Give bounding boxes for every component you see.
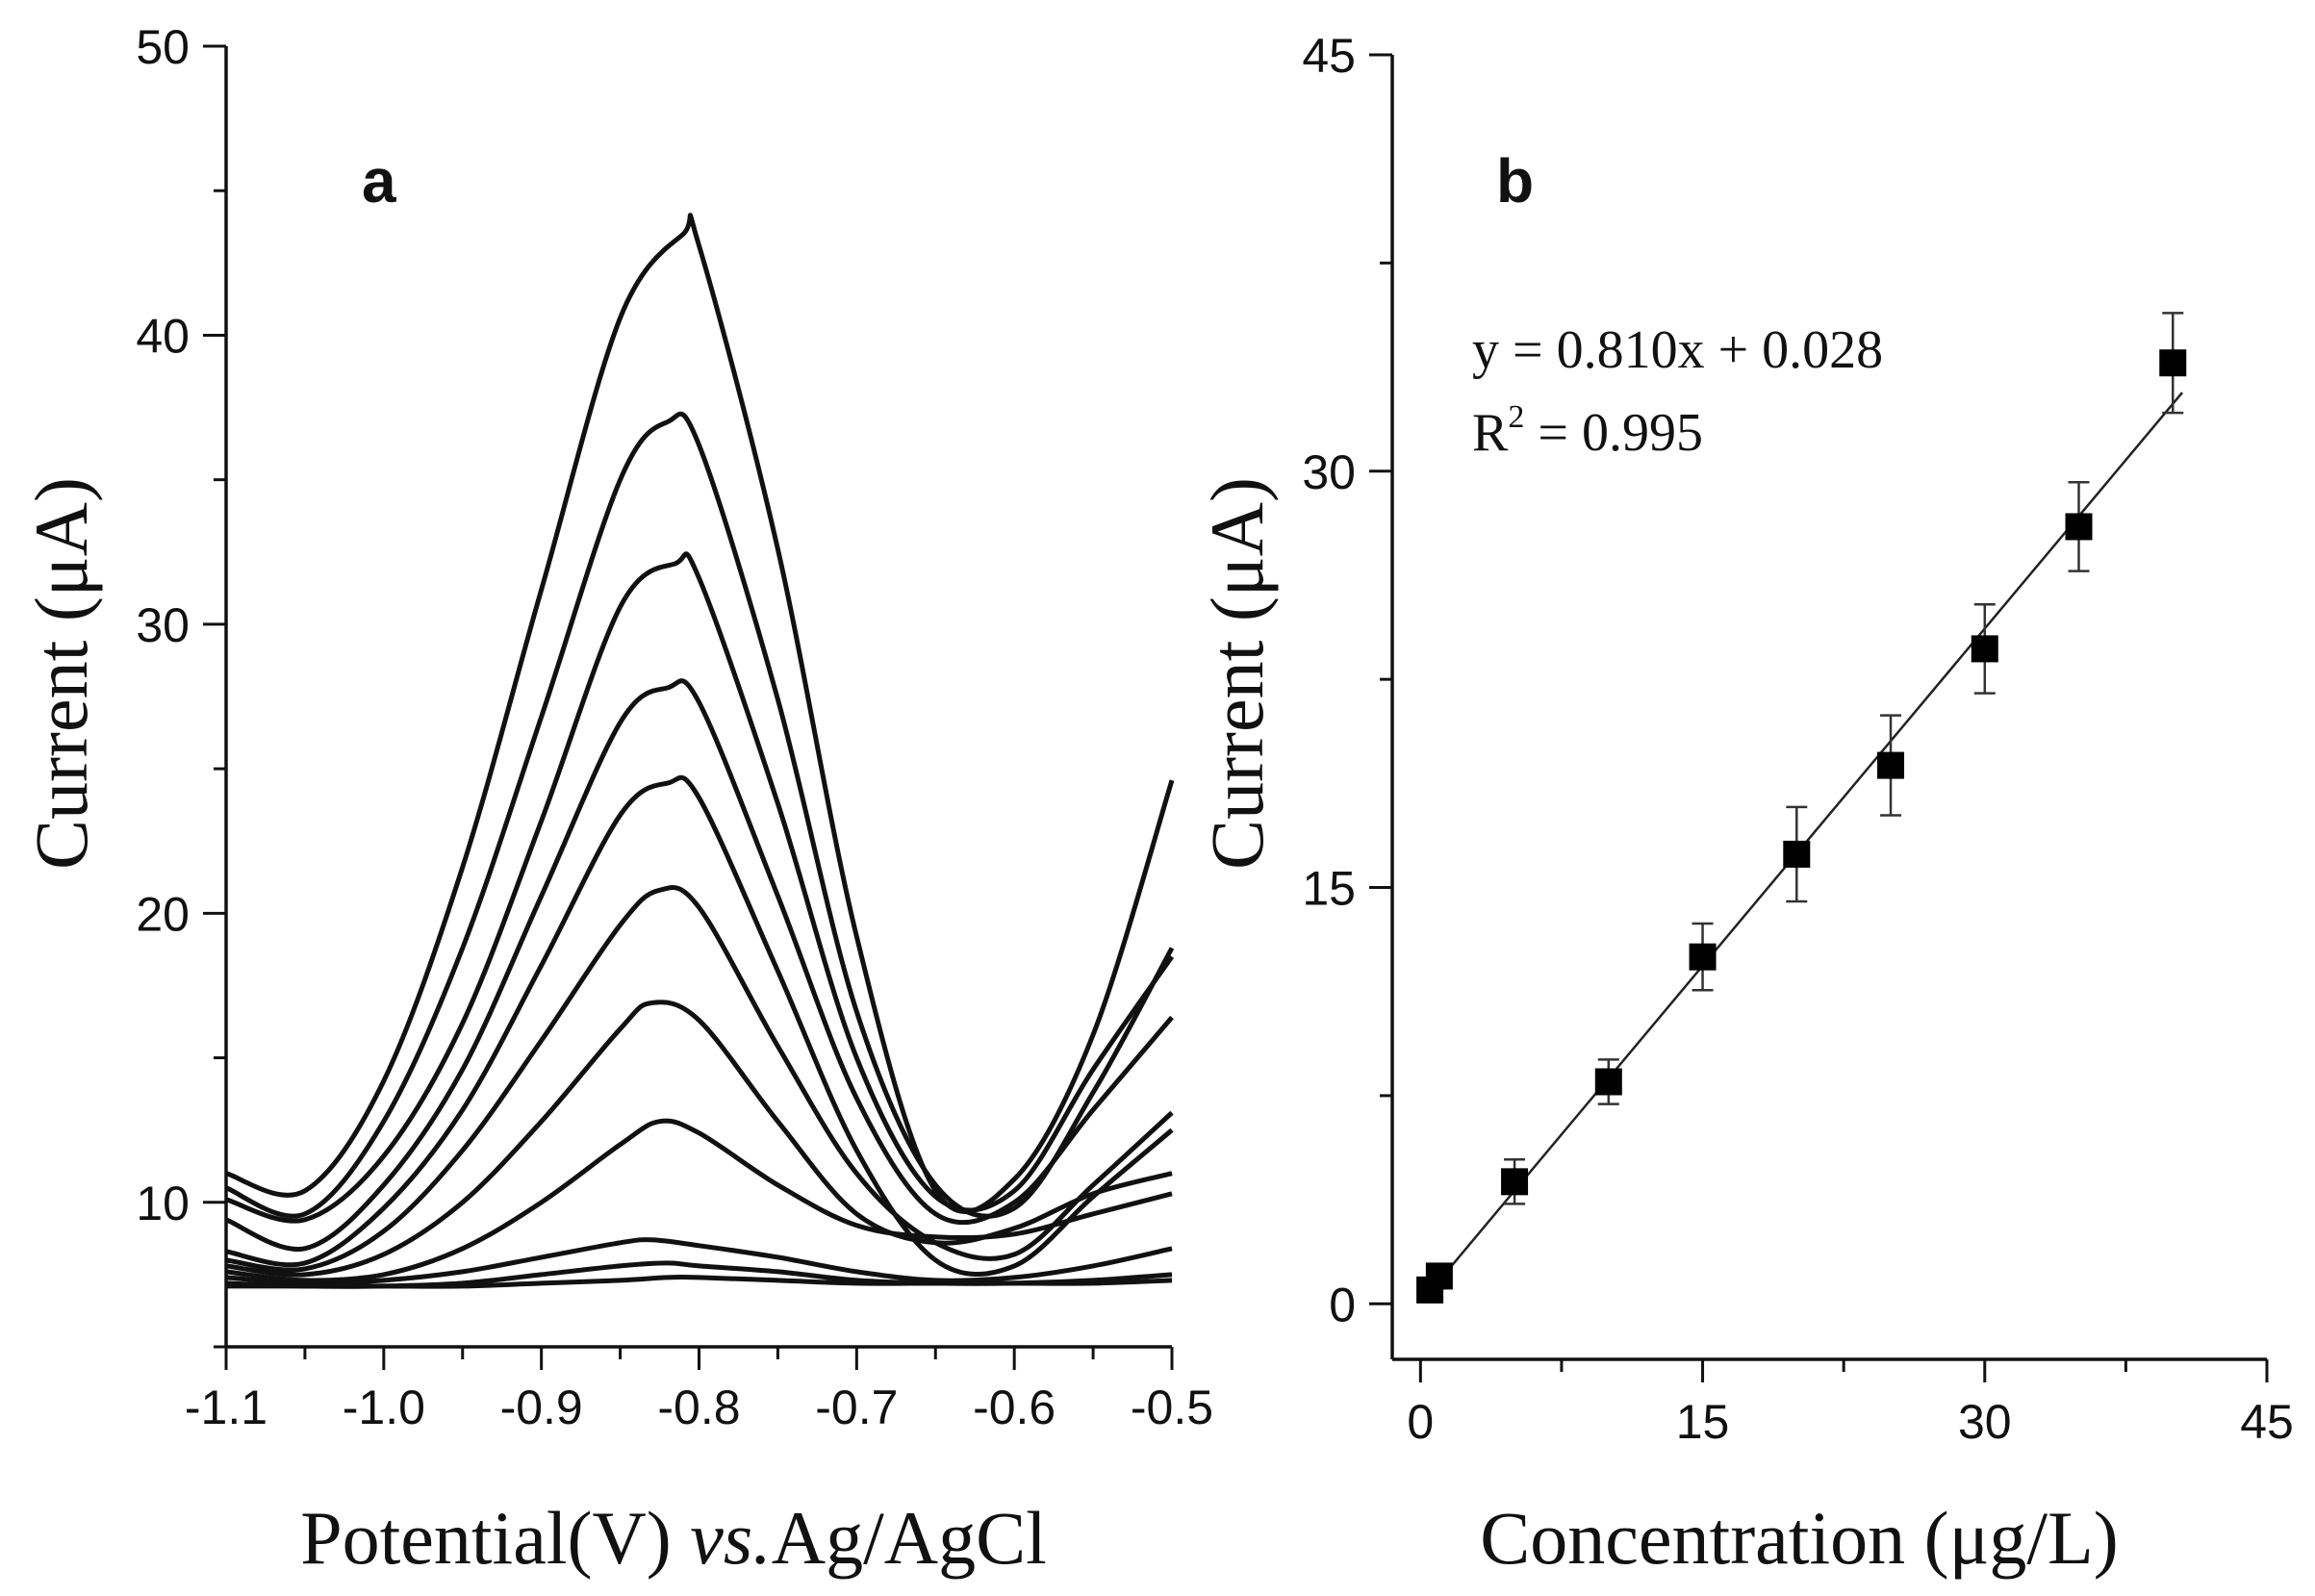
panel-b: 0 15 30 45 0 15 30 45 b y = 0.810x + 0.028 R2 =… <box>1195 29 2294 1580</box>
b-data-point <box>1689 943 1717 971</box>
b-data-point <box>1501 1168 1529 1196</box>
b-points <box>1416 312 2187 1304</box>
b-data-point <box>1877 751 1905 779</box>
a-y-tick-label: 30 <box>136 598 190 652</box>
b-data-point <box>1783 840 1811 868</box>
panel-a-y-axis-title: Current (μA) <box>19 477 103 870</box>
r-squared: R2 = 0.995 <box>1472 399 1703 463</box>
panel-b-y-axis-title: Current (μA) <box>1195 477 1279 870</box>
b-data-point <box>1425 1262 1453 1290</box>
a-series-line-6 <box>225 885 1174 1273</box>
b-y-tick-label: 15 <box>1302 862 1356 916</box>
a-series-line-3 <box>225 1237 1173 1286</box>
a-x-tick-label: -0.9 <box>500 1381 583 1434</box>
x-title-italic: vs. <box>690 1496 771 1580</box>
fit-equation: y = 0.810x + 0.028 <box>1472 320 1883 380</box>
a-axes: -1.1 -1.0 -0.9 -0.8 -0.7 -0.6 -0.5 10 20 30 40 50 <box>136 20 1213 1434</box>
b-x-tick-label: 30 <box>1958 1395 2012 1449</box>
a-y-tick-label: 40 <box>136 309 190 363</box>
x-title-post: Ag/AgCl <box>772 1496 1047 1580</box>
a-series-line-8 <box>225 678 1174 1253</box>
a-x-tick-label: -0.7 <box>815 1381 898 1434</box>
a-series-line-11 <box>225 213 1175 1214</box>
b-x-tick-label: 0 <box>1407 1395 1434 1449</box>
a-series-line-7 <box>225 774 1174 1278</box>
a-x-tick-label: -0.8 <box>657 1381 740 1434</box>
panel-a-label: a <box>362 146 396 215</box>
b-x-tick-label: 45 <box>2240 1395 2294 1449</box>
r-squared-suffix: = 0.995 <box>1524 403 1703 463</box>
r-squared-sup: 2 <box>1508 399 1524 435</box>
a-series-line-10 <box>225 411 1175 1219</box>
b-data-point <box>1594 1068 1622 1096</box>
a-y-tick-label: 10 <box>136 1177 190 1230</box>
a-series-line-2 <box>225 1260 1173 1289</box>
b-data-point <box>2159 349 2187 377</box>
a-x-tick-label: -0.6 <box>973 1381 1056 1434</box>
a-x-tick-label: -1.0 <box>343 1381 425 1434</box>
a-series-line-9 <box>225 551 1175 1224</box>
x-title-pre: Potential(V) <box>300 1496 690 1580</box>
panel-a-x-axis-title: Potential(V) vs.Ag/AgCl <box>300 1496 1047 1580</box>
a-x-tick-label: -1.1 <box>185 1381 267 1434</box>
b-axes: 0 15 30 45 0 15 30 45 <box>1302 29 2293 1449</box>
b-y-tick-label: 45 <box>1302 29 1356 83</box>
b-y-tick-label: 0 <box>1329 1278 1356 1331</box>
a-y-tick-label: 20 <box>136 887 190 941</box>
b-data-point <box>1971 635 1998 663</box>
b-data-point <box>2065 513 2093 541</box>
a-series-line-4 <box>225 1118 1173 1283</box>
b-x-tick-label: 15 <box>1676 1395 1730 1449</box>
panel-b-x-axis-title: Concentration (μg/L) <box>1480 1496 2118 1580</box>
panel-b-label: b <box>1496 146 1534 215</box>
a-x-tick-label: -0.5 <box>1131 1381 1213 1434</box>
r-squared-prefix: R <box>1472 403 1509 463</box>
a-y-tick-label: 50 <box>136 20 190 74</box>
b-y-tick-label: 30 <box>1302 445 1356 499</box>
a-curves <box>225 213 1175 1289</box>
panel-a: -1.1 -1.0 -0.9 -0.8 -0.7 -0.6 -0.5 10 20 30 40 50 a… <box>19 20 1213 1580</box>
a-series-line-5 <box>225 1000 1173 1278</box>
